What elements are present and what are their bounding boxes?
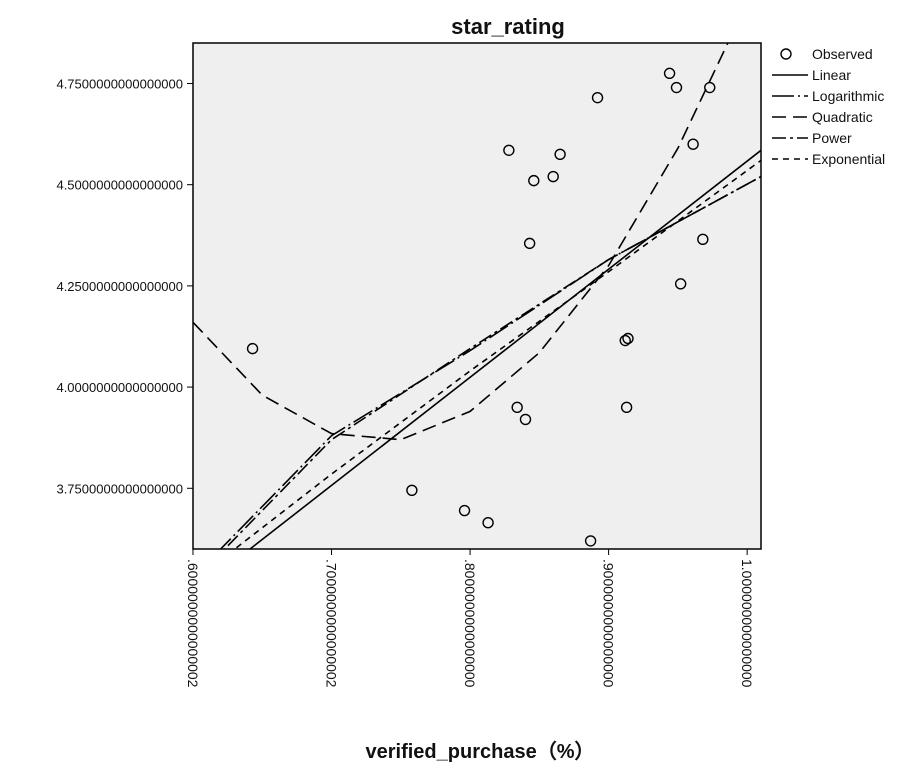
- observed-point: [670, 81, 683, 94]
- x-tick-label: .8000000000000000: [462, 559, 478, 688]
- fit-line-power: [223, 175, 761, 549]
- observed-point: [619, 334, 631, 347]
- observed-point: [528, 174, 540, 187]
- x-tick-label: .6000000000000002: [185, 559, 201, 688]
- observed-point: [687, 138, 699, 150]
- observed-point: [406, 484, 418, 497]
- observed-point: [704, 81, 716, 94]
- fit-line-linear: [248, 149, 761, 549]
- y-tick-label: 3.7500000000000000: [56, 481, 183, 496]
- legend-label: Linear: [812, 67, 851, 83]
- observed-point: [663, 67, 676, 80]
- observed-point: [591, 91, 604, 104]
- observed-point: [620, 401, 633, 414]
- observed-point: [246, 342, 259, 355]
- fit-lines: [193, 43, 761, 549]
- observed-point: [519, 413, 532, 426]
- legend-label: Quadratic: [812, 109, 873, 125]
- legend-label: Exponential: [812, 151, 885, 167]
- observed-point: [523, 237, 536, 250]
- legend-label: Observed: [812, 46, 873, 62]
- observed-point: [622, 332, 634, 345]
- fit-line-quadratic: [193, 43, 729, 441]
- observed-points: [246, 67, 716, 547]
- x-tick-label: .9000000000000000: [601, 559, 617, 688]
- y-axis: 3.7500000000000000 4.0000000000000000 4.25…: [56, 76, 193, 496]
- x-tick-label: 1.000000000000000: [739, 559, 755, 688]
- legend-marker-observed: [780, 48, 792, 60]
- observed-point: [554, 148, 566, 161]
- observed-point: [482, 516, 494, 529]
- observed-point: [674, 278, 687, 290]
- y-tick-label: 4.2500000000000000: [56, 279, 183, 294]
- observed-point: [503, 144, 515, 156]
- legend: Observed Linear Logarithmic Quadratic Power E…: [772, 46, 885, 167]
- x-axis-label: verified_purchase（%）: [366, 740, 595, 763]
- legend-label: Logarithmic: [812, 88, 884, 104]
- observed-point: [458, 504, 471, 517]
- chart-title: star_rating: [451, 14, 565, 39]
- legend-label: Power: [812, 130, 852, 146]
- observed-point: [547, 170, 559, 183]
- plot-area: [192, 42, 762, 550]
- x-tick-label: .7000000000000002: [324, 559, 340, 688]
- observed-point: [584, 535, 597, 547]
- y-tick-label: 4.5000000000000000: [56, 178, 183, 193]
- observed-point: [511, 401, 523, 414]
- y-tick-label: 4.0000000000000000: [56, 380, 183, 395]
- observed-point: [697, 233, 709, 246]
- x-axis: .6000000000000002 .7000000000000002 .80000…: [185, 549, 755, 688]
- y-tick-label: 4.7500000000000000: [56, 76, 183, 91]
